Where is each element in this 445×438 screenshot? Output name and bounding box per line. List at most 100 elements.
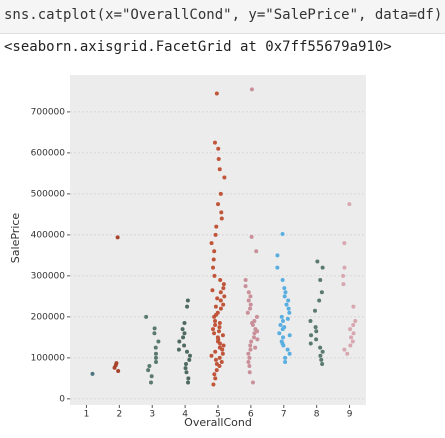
point: [279, 314, 284, 319]
point: [309, 333, 314, 338]
point: [248, 347, 253, 352]
point: [216, 202, 221, 207]
point: [220, 333, 225, 338]
point: [255, 337, 260, 342]
x-axis-label: OverallCond: [184, 416, 252, 429]
point: [342, 265, 347, 270]
point: [318, 353, 323, 358]
point: [249, 339, 254, 344]
point: [318, 345, 323, 350]
point: [219, 210, 224, 215]
point: [246, 359, 251, 364]
point: [280, 277, 285, 282]
point: [180, 327, 185, 332]
point: [213, 323, 218, 328]
point: [246, 290, 251, 295]
point: [186, 376, 191, 381]
point: [187, 353, 192, 358]
point: [314, 337, 319, 342]
point: [249, 234, 254, 239]
point: [246, 351, 251, 356]
y-tick-label: 200000: [31, 312, 66, 322]
x-tick-label: 3: [149, 410, 155, 420]
point: [148, 380, 153, 385]
point: [314, 329, 319, 334]
point: [247, 364, 252, 369]
point: [115, 235, 120, 240]
point: [341, 282, 346, 287]
point: [183, 366, 188, 371]
point: [181, 335, 186, 340]
point: [209, 241, 214, 246]
point: [216, 157, 221, 162]
point: [283, 359, 288, 364]
point: [255, 329, 260, 334]
point: [317, 298, 322, 303]
point: [247, 370, 252, 375]
point: [146, 368, 151, 373]
point: [320, 362, 325, 367]
point: [218, 306, 223, 311]
point: [285, 316, 290, 321]
point: [348, 327, 353, 332]
point: [214, 362, 219, 367]
point: [217, 321, 222, 326]
point: [283, 355, 288, 360]
point: [212, 331, 217, 336]
point: [347, 202, 352, 207]
point: [187, 357, 192, 362]
x-tick-label: 4: [182, 410, 188, 420]
point: [348, 343, 353, 348]
point: [153, 345, 158, 350]
code-cell: sns.catplot(x="OverallCond", y="SalePric…: [0, 0, 445, 34]
point: [315, 259, 320, 264]
point: [349, 335, 354, 340]
point: [210, 288, 215, 293]
y-tick-label: 700000: [31, 107, 66, 117]
point: [286, 298, 291, 303]
point: [219, 359, 224, 364]
point: [350, 339, 355, 344]
y-tick-label: 100000: [31, 353, 66, 363]
point: [156, 339, 161, 344]
point: [342, 241, 347, 246]
point: [282, 294, 287, 299]
point: [246, 298, 251, 303]
point: [220, 351, 225, 356]
point: [283, 290, 288, 295]
point: [217, 167, 222, 172]
x-tick-label: 9: [347, 410, 353, 420]
point: [221, 286, 226, 291]
point: [185, 304, 190, 309]
point: [351, 331, 356, 336]
point: [186, 380, 191, 385]
point: [153, 355, 158, 360]
point: [216, 337, 221, 342]
point: [213, 304, 218, 309]
point: [211, 382, 216, 387]
point: [275, 253, 280, 258]
point: [219, 216, 224, 221]
point: [154, 359, 159, 364]
point: [182, 343, 187, 348]
point: [286, 306, 291, 311]
point: [345, 351, 350, 356]
point: [282, 325, 287, 330]
point: [221, 282, 226, 287]
point: [275, 265, 280, 270]
point: [248, 343, 253, 348]
point: [245, 310, 250, 315]
point: [212, 273, 217, 278]
point: [152, 326, 157, 331]
point: [217, 325, 222, 330]
point: [247, 355, 252, 360]
point: [308, 341, 313, 346]
point: [319, 357, 324, 362]
point: [243, 284, 248, 289]
point: [210, 327, 215, 332]
point: [147, 364, 152, 369]
point: [319, 290, 324, 295]
x-tick-label: 6: [248, 410, 254, 420]
point: [287, 333, 292, 338]
